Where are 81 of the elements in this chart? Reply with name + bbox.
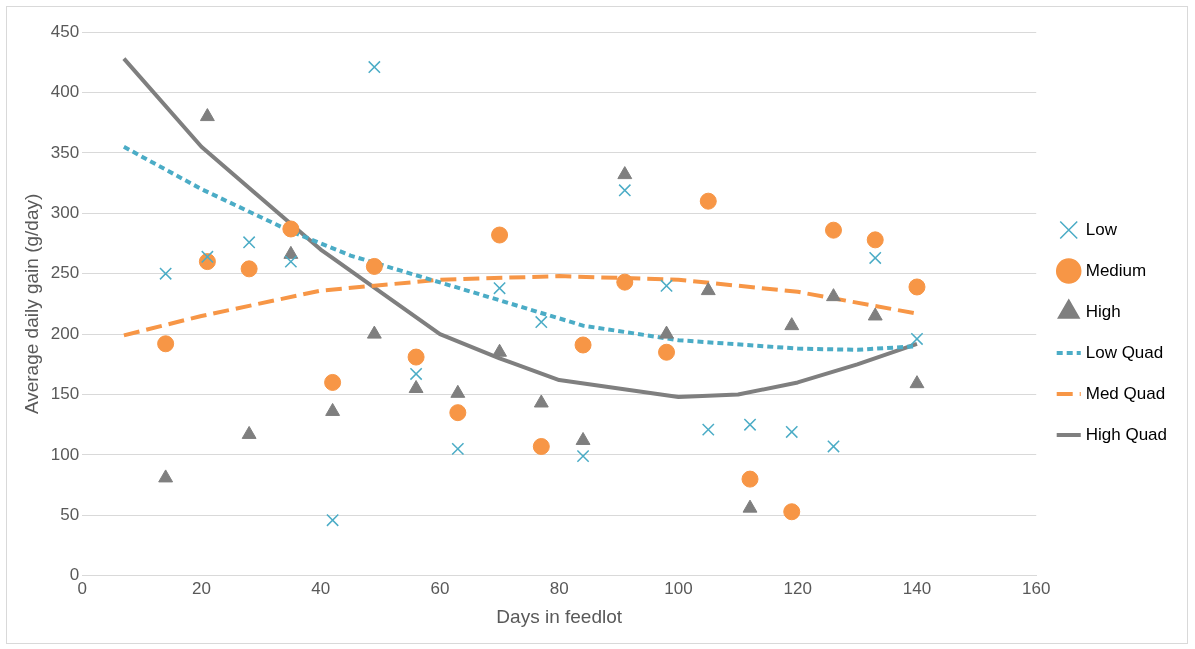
- legend-label: High: [1085, 301, 1121, 321]
- legend-label: Low: [1085, 219, 1118, 239]
- point: [534, 315, 548, 329]
- point: [660, 279, 673, 293]
- point: [407, 348, 425, 366]
- point: [659, 325, 674, 339]
- point: [700, 282, 716, 296]
- point: [408, 379, 424, 393]
- x-tick-label: 80: [549, 578, 569, 598]
- point: [199, 108, 215, 122]
- legend-label: Low Quad: [1085, 342, 1164, 362]
- point: [409, 367, 423, 381]
- point: [866, 231, 884, 249]
- y-tick-label: 250: [50, 263, 80, 283]
- point: [450, 384, 466, 398]
- point: [325, 402, 341, 416]
- point: [617, 166, 633, 180]
- point: [282, 220, 300, 238]
- point: [240, 260, 258, 278]
- point: [200, 250, 214, 264]
- point: [743, 418, 757, 432]
- point: [701, 423, 715, 436]
- y-tick-label: 50: [60, 505, 80, 525]
- point: [533, 394, 549, 408]
- point: [365, 257, 383, 275]
- point: [575, 431, 591, 445]
- x-tick-label: 20: [191, 578, 211, 598]
- x-tick-label: 120: [783, 578, 812, 598]
- point: [284, 255, 298, 269]
- point: [157, 335, 175, 353]
- point: [658, 343, 676, 361]
- point: [366, 325, 382, 339]
- point: [493, 281, 506, 295]
- point: [574, 336, 592, 354]
- point: [616, 273, 634, 291]
- point: [908, 278, 926, 296]
- point: [449, 404, 467, 422]
- legend-label: High Quad: [1085, 424, 1168, 444]
- y-tick-label: 150: [50, 384, 80, 404]
- y-axis-title: Average daily gain (g/day): [20, 193, 42, 415]
- point: [824, 221, 842, 239]
- y-tick-label: 350: [50, 142, 80, 162]
- y-tick-label: 300: [50, 202, 80, 222]
- point: [241, 425, 257, 439]
- point: [868, 251, 882, 265]
- x-tick-label: 60: [430, 578, 450, 598]
- x-tick-label: 100: [664, 578, 693, 598]
- y-tick-label: 200: [50, 323, 80, 343]
- point: [618, 183, 632, 197]
- point: [324, 373, 342, 391]
- point: [532, 438, 550, 455]
- point: [326, 513, 340, 527]
- point: [576, 449, 590, 463]
- point: [491, 226, 509, 244]
- point: [784, 317, 800, 331]
- point: [783, 503, 801, 521]
- point: [867, 307, 883, 321]
- point: [367, 60, 381, 74]
- x-tick-label: 160: [1022, 578, 1051, 598]
- point: [909, 375, 925, 389]
- point: [785, 425, 799, 439]
- x-axis-title: Days in feedlot: [496, 605, 623, 627]
- y-tick-label: 400: [50, 82, 80, 102]
- point: [742, 499, 758, 513]
- y-tick-label: 0: [69, 565, 80, 585]
- point: [826, 288, 841, 302]
- point: [741, 470, 759, 488]
- point: [242, 235, 256, 249]
- point: [699, 192, 717, 210]
- point: [158, 469, 174, 483]
- y-tick-label: 100: [50, 444, 80, 464]
- legend-label: Med Quad: [1085, 383, 1166, 403]
- point: [451, 442, 465, 456]
- point: [910, 332, 924, 346]
- x-tick-label: 40: [311, 578, 331, 598]
- point: [827, 440, 840, 453]
- legend-label: Medium: [1085, 260, 1147, 280]
- x-tick-label: 140: [902, 578, 932, 598]
- y-tick-label: 450: [50, 21, 80, 41]
- point: [492, 343, 507, 357]
- point: [159, 267, 173, 281]
